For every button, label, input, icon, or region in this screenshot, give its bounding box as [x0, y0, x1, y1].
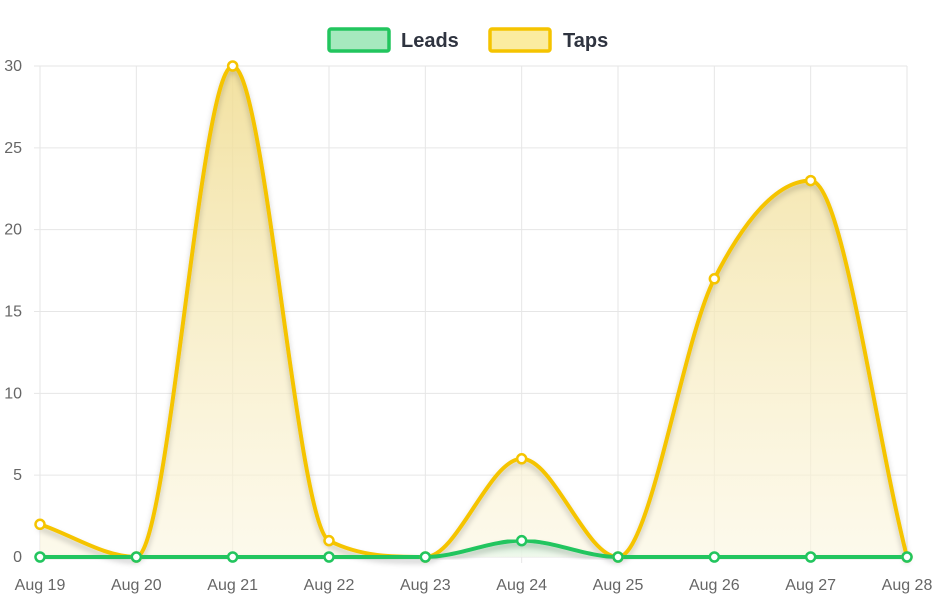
series-lines	[38, 64, 909, 560]
legend[interactable]: Leads Taps	[327, 27, 608, 53]
data-point-leads[interactable]	[419, 551, 432, 563]
data-point-taps[interactable]	[804, 174, 817, 187]
series-areas	[40, 66, 907, 557]
y-tick-label: 30	[4, 58, 22, 75]
x-tick-label: Aug 26	[689, 577, 740, 594]
x-tick-label: Aug 23	[400, 577, 451, 594]
data-point-leads[interactable]	[515, 534, 528, 547]
x-tick-label: Aug 28	[882, 577, 933, 594]
series-area-leads	[40, 540, 907, 557]
data-point-leads[interactable]	[612, 551, 624, 563]
data-point-leads[interactable]	[901, 551, 913, 563]
x-tick-label: Aug 20	[111, 577, 162, 594]
data-point-leads[interactable]	[34, 551, 46, 563]
series-area-taps	[40, 66, 907, 557]
y-tick-label: 25	[4, 140, 22, 157]
data-point-leads[interactable]	[708, 551, 721, 563]
x-tick-label: Aug 21	[207, 577, 258, 594]
data-point-taps[interactable]	[515, 453, 528, 465]
y-tick-label: 20	[4, 222, 22, 239]
data-point-leads[interactable]	[226, 551, 239, 563]
y-tick-label: 5	[13, 467, 22, 484]
data-point-taps[interactable]	[708, 273, 721, 285]
axis-labels: 0 5 10 15 20 25 30 Aug 19 Aug 20 Aug 21 Aug 22 Aug …	[4, 58, 932, 594]
data-point-taps[interactable]	[226, 60, 239, 72]
legend-swatch-taps	[488, 27, 552, 53]
x-tick-label: Aug 19	[15, 577, 66, 594]
x-tick-label: Aug 27	[785, 577, 836, 594]
y-tick-label: 0	[13, 549, 22, 566]
legend-swatch-leads	[327, 27, 391, 53]
x-tick-label: Aug 25	[593, 577, 644, 594]
legend-label-leads: Leads	[401, 30, 459, 52]
legend-item-leads[interactable]: Leads	[327, 27, 459, 53]
data-point-leads[interactable]	[804, 551, 817, 563]
legend-label-taps: Taps	[563, 30, 608, 52]
x-tick-label: Aug 22	[304, 577, 355, 594]
data-point-leads[interactable]	[323, 551, 335, 563]
series-points	[34, 60, 913, 563]
legend-item-taps[interactable]: Taps	[488, 27, 608, 53]
data-point-taps[interactable]	[323, 534, 335, 547]
series-line-leads[interactable]	[38, 538, 909, 560]
y-tick-label: 15	[4, 304, 22, 321]
x-tick-label: Aug 24	[496, 577, 547, 594]
y-tick-label: 10	[4, 385, 22, 402]
series-line-taps[interactable]	[38, 64, 909, 559]
data-point-taps[interactable]	[34, 518, 46, 531]
data-point-leads[interactable]	[130, 551, 143, 563]
